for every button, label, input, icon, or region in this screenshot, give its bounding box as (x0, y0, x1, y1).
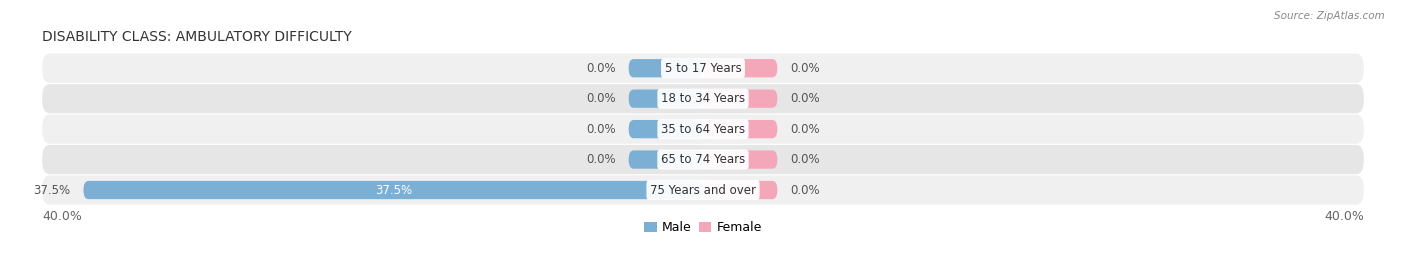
FancyBboxPatch shape (628, 150, 703, 169)
Text: 65 to 74 Years: 65 to 74 Years (661, 153, 745, 166)
Text: 0.0%: 0.0% (790, 62, 820, 75)
Text: 40.0%: 40.0% (42, 210, 82, 223)
FancyBboxPatch shape (42, 175, 1364, 205)
FancyBboxPatch shape (703, 90, 778, 108)
FancyBboxPatch shape (83, 181, 703, 199)
FancyBboxPatch shape (703, 120, 778, 138)
FancyBboxPatch shape (42, 115, 1364, 144)
Text: 0.0%: 0.0% (790, 183, 820, 197)
Text: 0.0%: 0.0% (790, 153, 820, 166)
Text: Source: ZipAtlas.com: Source: ZipAtlas.com (1274, 11, 1385, 21)
FancyBboxPatch shape (628, 120, 703, 138)
Text: 0.0%: 0.0% (586, 92, 616, 105)
FancyBboxPatch shape (703, 59, 778, 77)
Text: 35 to 64 Years: 35 to 64 Years (661, 123, 745, 136)
FancyBboxPatch shape (628, 59, 703, 77)
Text: DISABILITY CLASS: AMBULATORY DIFFICULTY: DISABILITY CLASS: AMBULATORY DIFFICULTY (42, 30, 352, 44)
FancyBboxPatch shape (42, 54, 1364, 83)
Legend: Male, Female: Male, Female (640, 216, 766, 239)
Text: 37.5%: 37.5% (374, 183, 412, 197)
FancyBboxPatch shape (703, 181, 778, 199)
FancyBboxPatch shape (42, 145, 1364, 174)
Text: 0.0%: 0.0% (586, 123, 616, 136)
Text: 40.0%: 40.0% (1324, 210, 1364, 223)
Text: 37.5%: 37.5% (34, 183, 70, 197)
Text: 18 to 34 Years: 18 to 34 Years (661, 92, 745, 105)
FancyBboxPatch shape (42, 84, 1364, 113)
Text: 0.0%: 0.0% (790, 123, 820, 136)
Text: 0.0%: 0.0% (586, 62, 616, 75)
Text: 0.0%: 0.0% (586, 153, 616, 166)
Text: 75 Years and over: 75 Years and over (650, 183, 756, 197)
FancyBboxPatch shape (628, 90, 703, 108)
Text: 0.0%: 0.0% (790, 92, 820, 105)
FancyBboxPatch shape (703, 150, 778, 169)
Text: 5 to 17 Years: 5 to 17 Years (665, 62, 741, 75)
